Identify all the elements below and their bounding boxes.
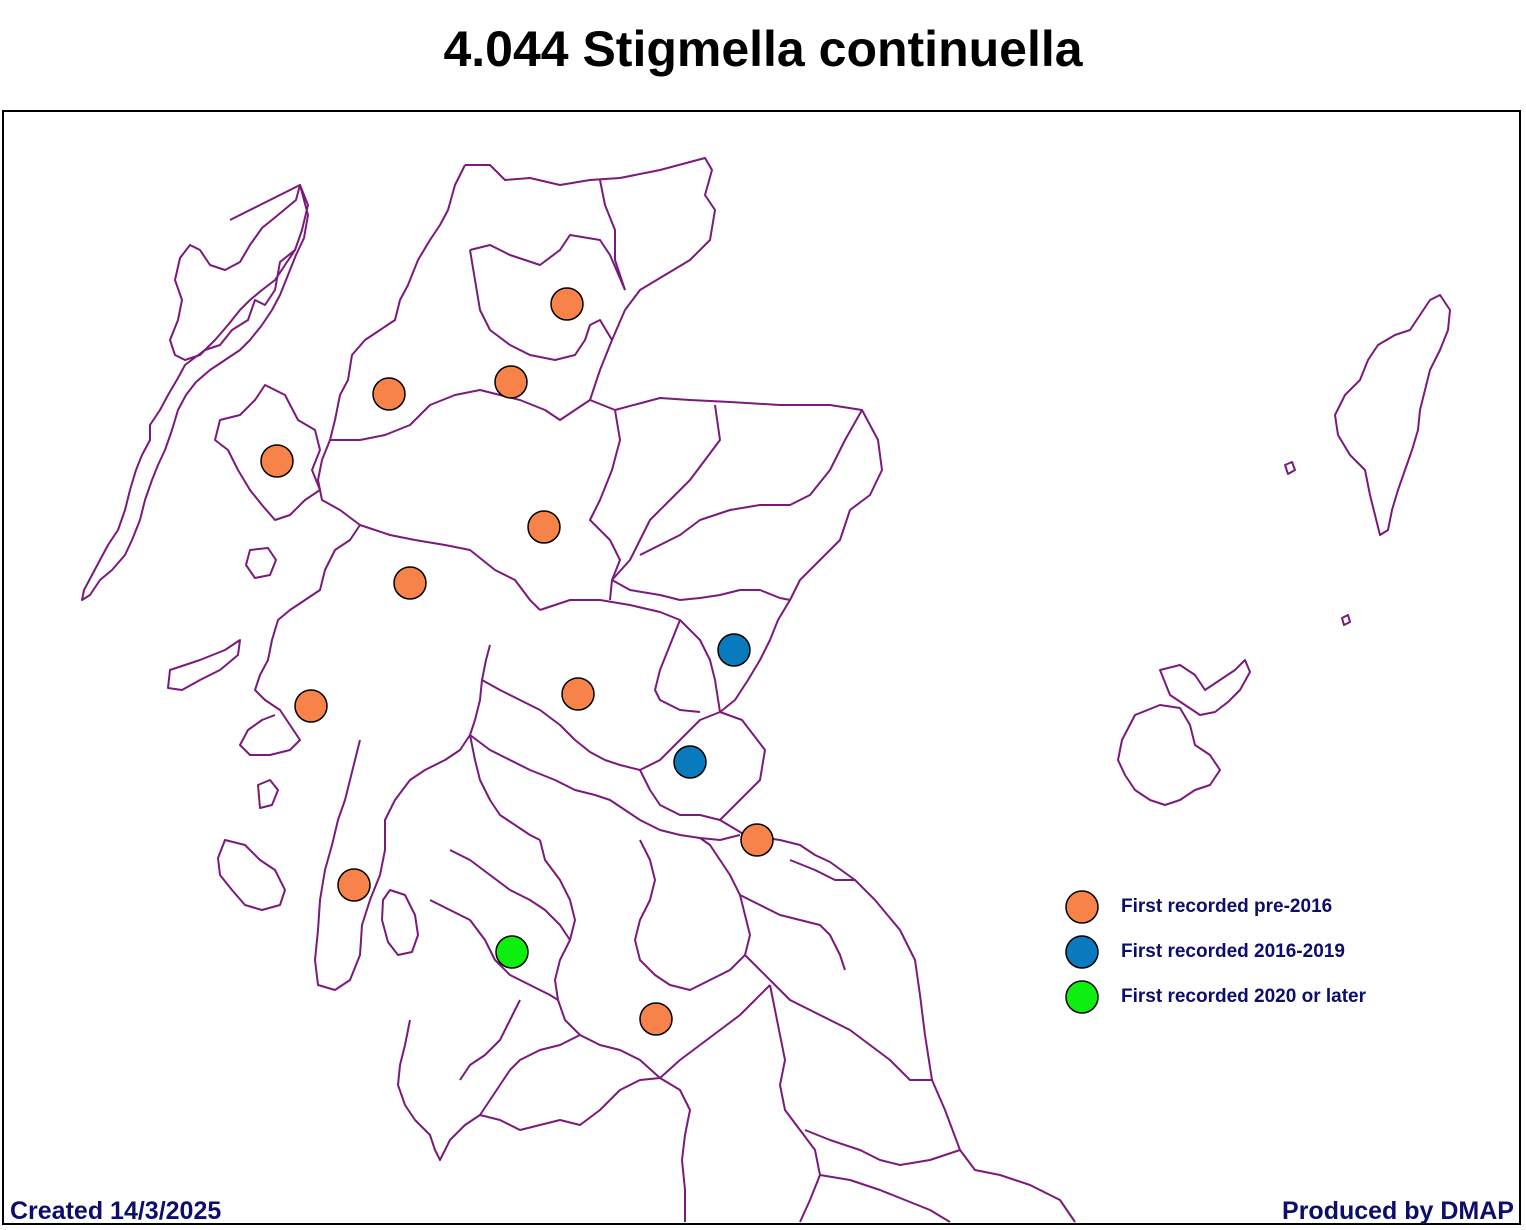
arran-outline	[381, 889, 419, 956]
record-dot-pre2016	[337, 868, 371, 902]
legend-label-y2020_later: First recorded 2020 or later	[1121, 986, 1367, 1007]
map-title: 4.044 Stigmella continuella	[443, 21, 1083, 77]
kirkcudbright-boundary	[459, 999, 521, 1081]
foula	[1341, 614, 1351, 626]
angus-boundary	[654, 619, 701, 713]
dumfries-boundary	[659, 984, 771, 1079]
roxburgh-boundary	[744, 954, 932, 1081]
record-dot-y2016_2019	[673, 745, 707, 779]
legend-label-pre2016: First recorded pre-2016	[1121, 896, 1332, 917]
legend-swatch-y2016_2019	[1065, 935, 1099, 969]
lewis-north	[169, 184, 301, 361]
banff-boundary	[611, 404, 721, 581]
ayr-boundary	[429, 899, 559, 1001]
moray-boundary	[589, 409, 621, 601]
mull-outline	[167, 639, 241, 691]
record-dot-pre2016	[372, 377, 406, 411]
islay-outline	[217, 839, 286, 911]
skye-outline	[214, 384, 321, 521]
outer-hebrides-outline	[81, 184, 309, 601]
mainland-outline	[465, 157, 1076, 1223]
legend-swatch-pre2016	[1065, 890, 1099, 924]
legend-label-y2016_2019: First recorded 2016-2019	[1121, 941, 1345, 962]
fife-boundary	[639, 769, 721, 821]
record-dot-pre2016	[561, 677, 595, 711]
perth-north	[539, 599, 721, 713]
orkney-outline	[1117, 704, 1221, 806]
legend-swatch-y2020_later	[1065, 980, 1099, 1014]
renfrew-boundary	[449, 849, 571, 941]
record-dot-y2016_2019	[717, 633, 751, 667]
lanark-boundary	[539, 839, 661, 1079]
wigtown-boundary	[479, 1034, 581, 1116]
record-dot-pre2016	[740, 823, 774, 857]
dunbarton-boundary	[469, 734, 541, 841]
rum-outline	[245, 547, 277, 579]
created-date: Created 14/3/2025	[10, 1197, 222, 1225]
vice-county-boundaries	[81, 157, 1451, 1223]
northumberland-boundary	[804, 1129, 961, 1166]
record-dots	[260, 287, 774, 1036]
aberdeen-boundary	[639, 409, 863, 556]
record-dot-pre2016	[393, 566, 427, 600]
coll-outline	[257, 779, 279, 809]
caithness-boundary	[599, 179, 626, 291]
perth-south	[481, 679, 721, 771]
record-dot-pre2016	[260, 444, 294, 478]
inverness-south	[359, 524, 541, 611]
shetland-outline	[1334, 294, 1451, 536]
record-dot-y2020_later	[495, 935, 529, 969]
record-dot-pre2016	[294, 689, 328, 723]
record-dot-pre2016	[527, 510, 561, 544]
ross-boundary	[469, 249, 613, 361]
cumbria-boundary	[769, 984, 821, 1223]
record-dot-pre2016	[494, 365, 528, 399]
inverness-north	[330, 389, 591, 441]
sutherland-boundary	[469, 234, 626, 291]
durham-boundary	[819, 1174, 951, 1223]
kincardine-boundary	[611, 579, 791, 601]
record-dot-pre2016	[639, 1002, 673, 1036]
orkney-north	[1159, 659, 1251, 716]
stirling-boundary	[469, 734, 641, 821]
record-dot-pre2016	[550, 287, 584, 321]
peebles-boundary	[634, 837, 751, 991]
fair-isle	[1284, 461, 1296, 475]
kintyre-coast	[314, 644, 491, 991]
berwick-boundary	[789, 859, 855, 881]
galloway-coast	[397, 1019, 691, 1222]
west-coast	[239, 164, 466, 756]
legend: First recorded pre-2016 First recorded 20…	[1065, 890, 1367, 1014]
selkirk-boundary	[739, 894, 846, 971]
producer-credit: Produced by DMAP	[1282, 1197, 1514, 1225]
lothian-boundary	[639, 819, 741, 841]
